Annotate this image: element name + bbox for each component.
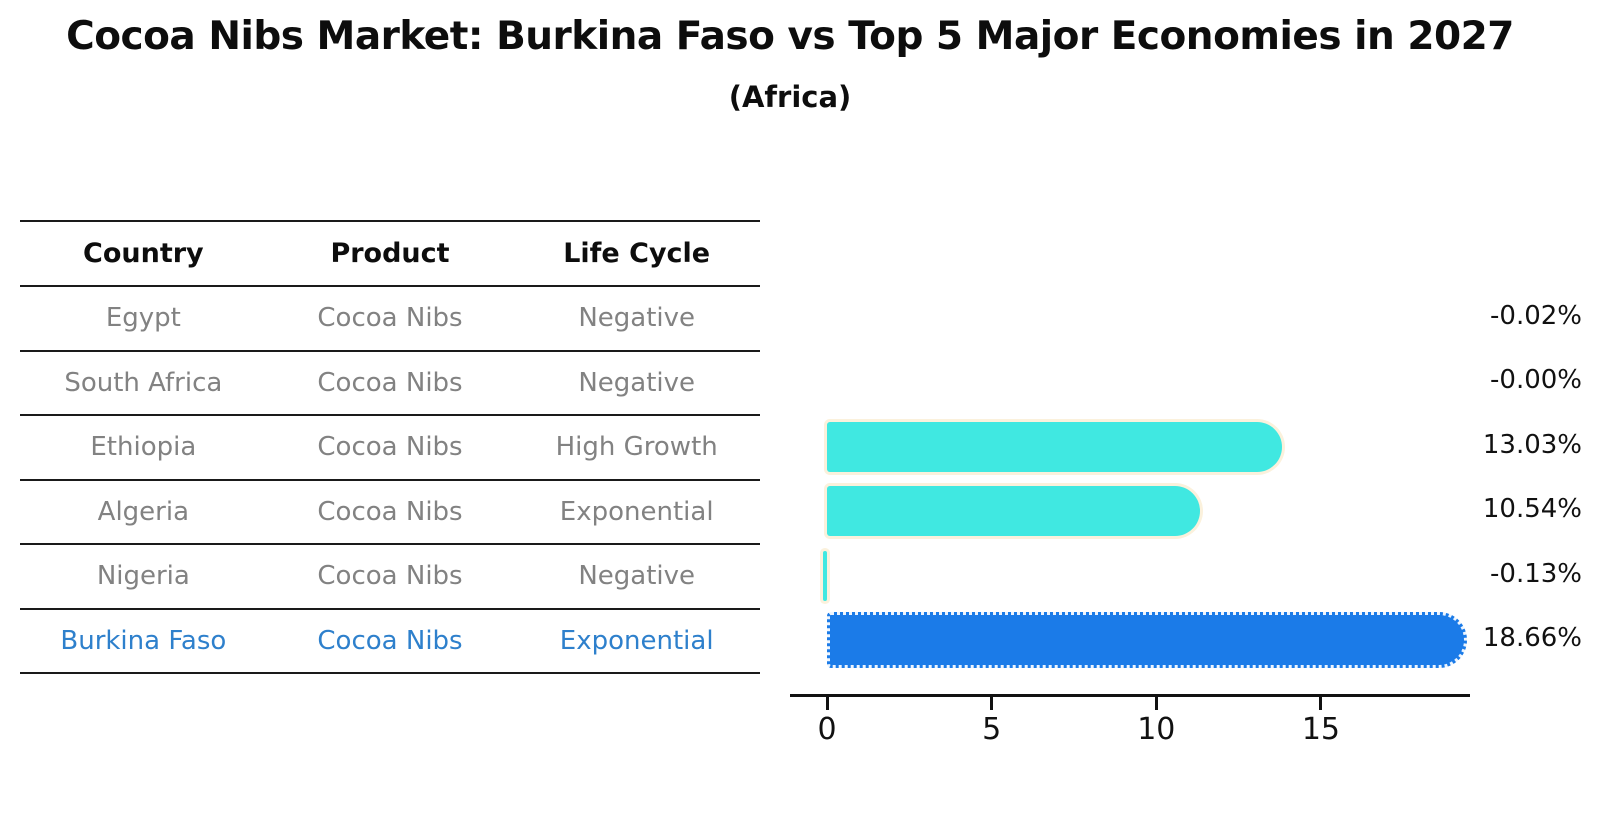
cell-product: Cocoa Nibs [317, 432, 463, 463]
x-tick-label-0: 0 [817, 712, 837, 747]
value-label-south-africa: -0.00% [1490, 365, 1582, 395]
cell-country: Burkina Faso [60, 625, 227, 656]
table-body: Egypt Cocoa Nibs Negative South Africa Cocoa… [20, 287, 760, 674]
table-row-burkina-faso: Burkina Faso Cocoa Nibs Exponential [20, 610, 760, 674]
column-header-product: Product [330, 238, 450, 269]
x-tick-label-5: 5 [982, 712, 1002, 747]
x-tick-label-10: 10 [1137, 712, 1176, 747]
cell-product: Cocoa Nibs [317, 367, 463, 398]
value-label-ethiopia: 13.03% [1482, 430, 1582, 460]
value-label-burkina-faso: 18.66% [1482, 623, 1582, 653]
cell-country: Ethiopia [90, 432, 197, 463]
bar-algeria [827, 486, 1201, 536]
table-header-row: Country Product Life Cycle [20, 220, 760, 287]
cell-product: Cocoa Nibs [317, 303, 463, 334]
x-tick-mark-0 [825, 697, 829, 710]
x-tick-mark-15 [1319, 697, 1323, 710]
cell-country: South Africa [64, 367, 223, 398]
table-row-egypt: Egypt Cocoa Nibs Negative [20, 287, 760, 352]
cell-life-cycle: Negative [578, 303, 696, 334]
x-tick-label-15: 15 [1301, 712, 1341, 747]
cell-country: Egypt [105, 303, 181, 334]
cell-country: Nigeria [96, 561, 190, 592]
cell-life-cycle: Exponential [559, 496, 714, 527]
chart-title: Cocoa Nibs Market: Burkina Faso vs Top 5… [66, 14, 1514, 59]
bar-burkina-faso [827, 612, 1468, 668]
table-row-algeria: Algeria Cocoa Nibs Exponential [20, 481, 760, 545]
cell-product: Cocoa Nibs [317, 625, 463, 656]
value-label-algeria: 10.54% [1482, 494, 1582, 524]
chart-subtitle: (Africa) [728, 80, 852, 114]
cell-product: Cocoa Nibs [317, 496, 463, 527]
country-table: Country Product Life Cycle Egypt Cocoa Ni… [20, 220, 760, 674]
table-row-ethiopia: Ethiopia Cocoa Nibs High Growth [20, 416, 760, 481]
table-row-nigeria: Nigeria Cocoa Nibs Negative [20, 545, 760, 610]
cell-life-cycle: High Growth [555, 432, 718, 463]
x-axis-line [790, 694, 1470, 697]
cell-life-cycle: Negative [578, 561, 696, 592]
cell-life-cycle: Exponential [559, 625, 714, 656]
value-label-nigeria: -0.13% [1490, 559, 1582, 589]
cell-life-cycle: Negative [578, 367, 696, 398]
bar-nigeria [822, 551, 827, 601]
table-row-south-africa: South Africa Cocoa Nibs Negative [20, 352, 760, 416]
bar-ethiopia [827, 422, 1283, 472]
column-header-country: Country [83, 238, 204, 269]
value-label-egypt: -0.02% [1490, 301, 1582, 331]
x-tick-mark-5 [990, 697, 994, 710]
cell-country: Algeria [97, 496, 190, 527]
column-header-life-cycle: Life Cycle [563, 238, 711, 269]
x-tick-mark-10 [1154, 697, 1158, 710]
cell-product: Cocoa Nibs [317, 561, 463, 592]
